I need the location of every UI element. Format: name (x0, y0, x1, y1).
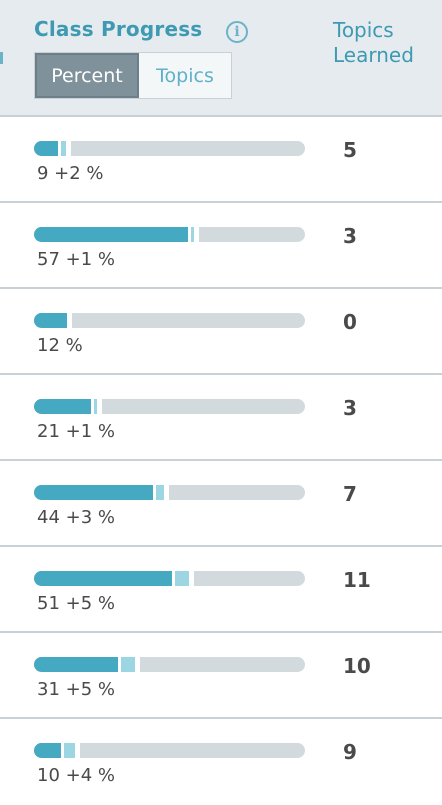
progress-fill (34, 227, 188, 242)
info-icon[interactable]: i (226, 21, 248, 43)
topics-learned-value: 0 (343, 310, 357, 334)
progress-gain (94, 399, 97, 414)
progress-end-separator (66, 141, 71, 156)
topics-learned-header-line2: Learned (333, 43, 414, 67)
topics-learned-value: 11 (343, 568, 371, 592)
table-row[interactable]: 10 +4 % 9 (0, 719, 442, 805)
progress-bar (34, 227, 305, 242)
progress-gain (191, 227, 194, 242)
progress-end-separator (189, 571, 194, 586)
progress-fill (34, 313, 67, 328)
percent-label: 10 +4 % (37, 765, 115, 786)
percent-label: 21 +1 % (37, 421, 115, 442)
table-row[interactable]: 57 +1 % 3 (0, 203, 442, 289)
progress-fill (34, 743, 61, 758)
progress-gain-separator (61, 743, 64, 758)
progress-fill (34, 141, 58, 156)
progress-end-separator (135, 657, 140, 672)
progress-gain-separator (58, 141, 61, 156)
progress-bar (34, 743, 305, 758)
percent-label: 9 +2 % (37, 163, 104, 184)
topics-learned-value: 5 (343, 138, 357, 162)
progress-bar (34, 485, 305, 500)
progress-fill (34, 485, 153, 500)
table-row[interactable]: 21 +1 % 3 (0, 375, 442, 461)
progress-rows: 9 +2 % 5 57 +1 % 3 12 % 0 21 +1 % 3 44 +3 % 7 51 +… (0, 117, 442, 805)
progress-bar (34, 313, 305, 328)
table-header: Class Progress i Percent Topics Topics L… (0, 0, 442, 117)
progress-gain-separator (118, 657, 121, 672)
table-row[interactable]: 31 +5 % 10 (0, 633, 442, 719)
progress-gain (61, 141, 66, 156)
class-progress-title: Class Progress (34, 17, 203, 41)
progress-gain (175, 571, 189, 586)
progress-fill (34, 571, 172, 586)
progress-gain-separator (91, 399, 94, 414)
progress-end-separator (164, 485, 169, 500)
progress-gain (64, 743, 75, 758)
topics-learned-value: 3 (343, 396, 357, 420)
topics-learned-value: 3 (343, 224, 357, 248)
percent-toggle-button[interactable]: Percent (35, 53, 139, 98)
table-row[interactable]: 44 +3 % 7 (0, 461, 442, 547)
topics-learned-value: 7 (343, 482, 357, 506)
progress-gain-separator (188, 227, 191, 242)
progress-bar (34, 571, 305, 586)
table-row[interactable]: 51 +5 % 11 (0, 547, 442, 633)
progress-fill (34, 657, 118, 672)
topics-learned-value: 9 (343, 740, 357, 764)
topics-learned-value: 10 (343, 654, 371, 678)
progress-gain-separator (153, 485, 156, 500)
progress-bar (34, 657, 305, 672)
scroll-indicator (0, 52, 3, 64)
percent-label: 31 +5 % (37, 679, 115, 700)
percent-label: 44 +3 % (37, 507, 115, 528)
progress-gain (156, 485, 164, 500)
progress-bar (34, 141, 305, 156)
percent-label: 12 % (37, 335, 83, 356)
progress-bar (34, 399, 305, 414)
progress-end-separator (194, 227, 199, 242)
progress-end-separator (67, 313, 72, 328)
percent-label: 57 +1 % (37, 249, 115, 270)
topics-learned-header-line1: Topics (333, 18, 394, 42)
progress-end-separator (75, 743, 80, 758)
topics-toggle-button[interactable]: Topics (139, 53, 231, 98)
progress-gain-separator (172, 571, 175, 586)
progress-fill (34, 399, 91, 414)
table-row[interactable]: 9 +2 % 5 (0, 117, 442, 203)
topics-learned-header[interactable]: Topics Learned (333, 18, 414, 68)
progress-gain (121, 657, 135, 672)
percent-label: 51 +5 % (37, 593, 115, 614)
table-row[interactable]: 12 % 0 (0, 289, 442, 375)
progress-end-separator (97, 399, 102, 414)
view-toggle: Percent Topics (34, 52, 232, 99)
